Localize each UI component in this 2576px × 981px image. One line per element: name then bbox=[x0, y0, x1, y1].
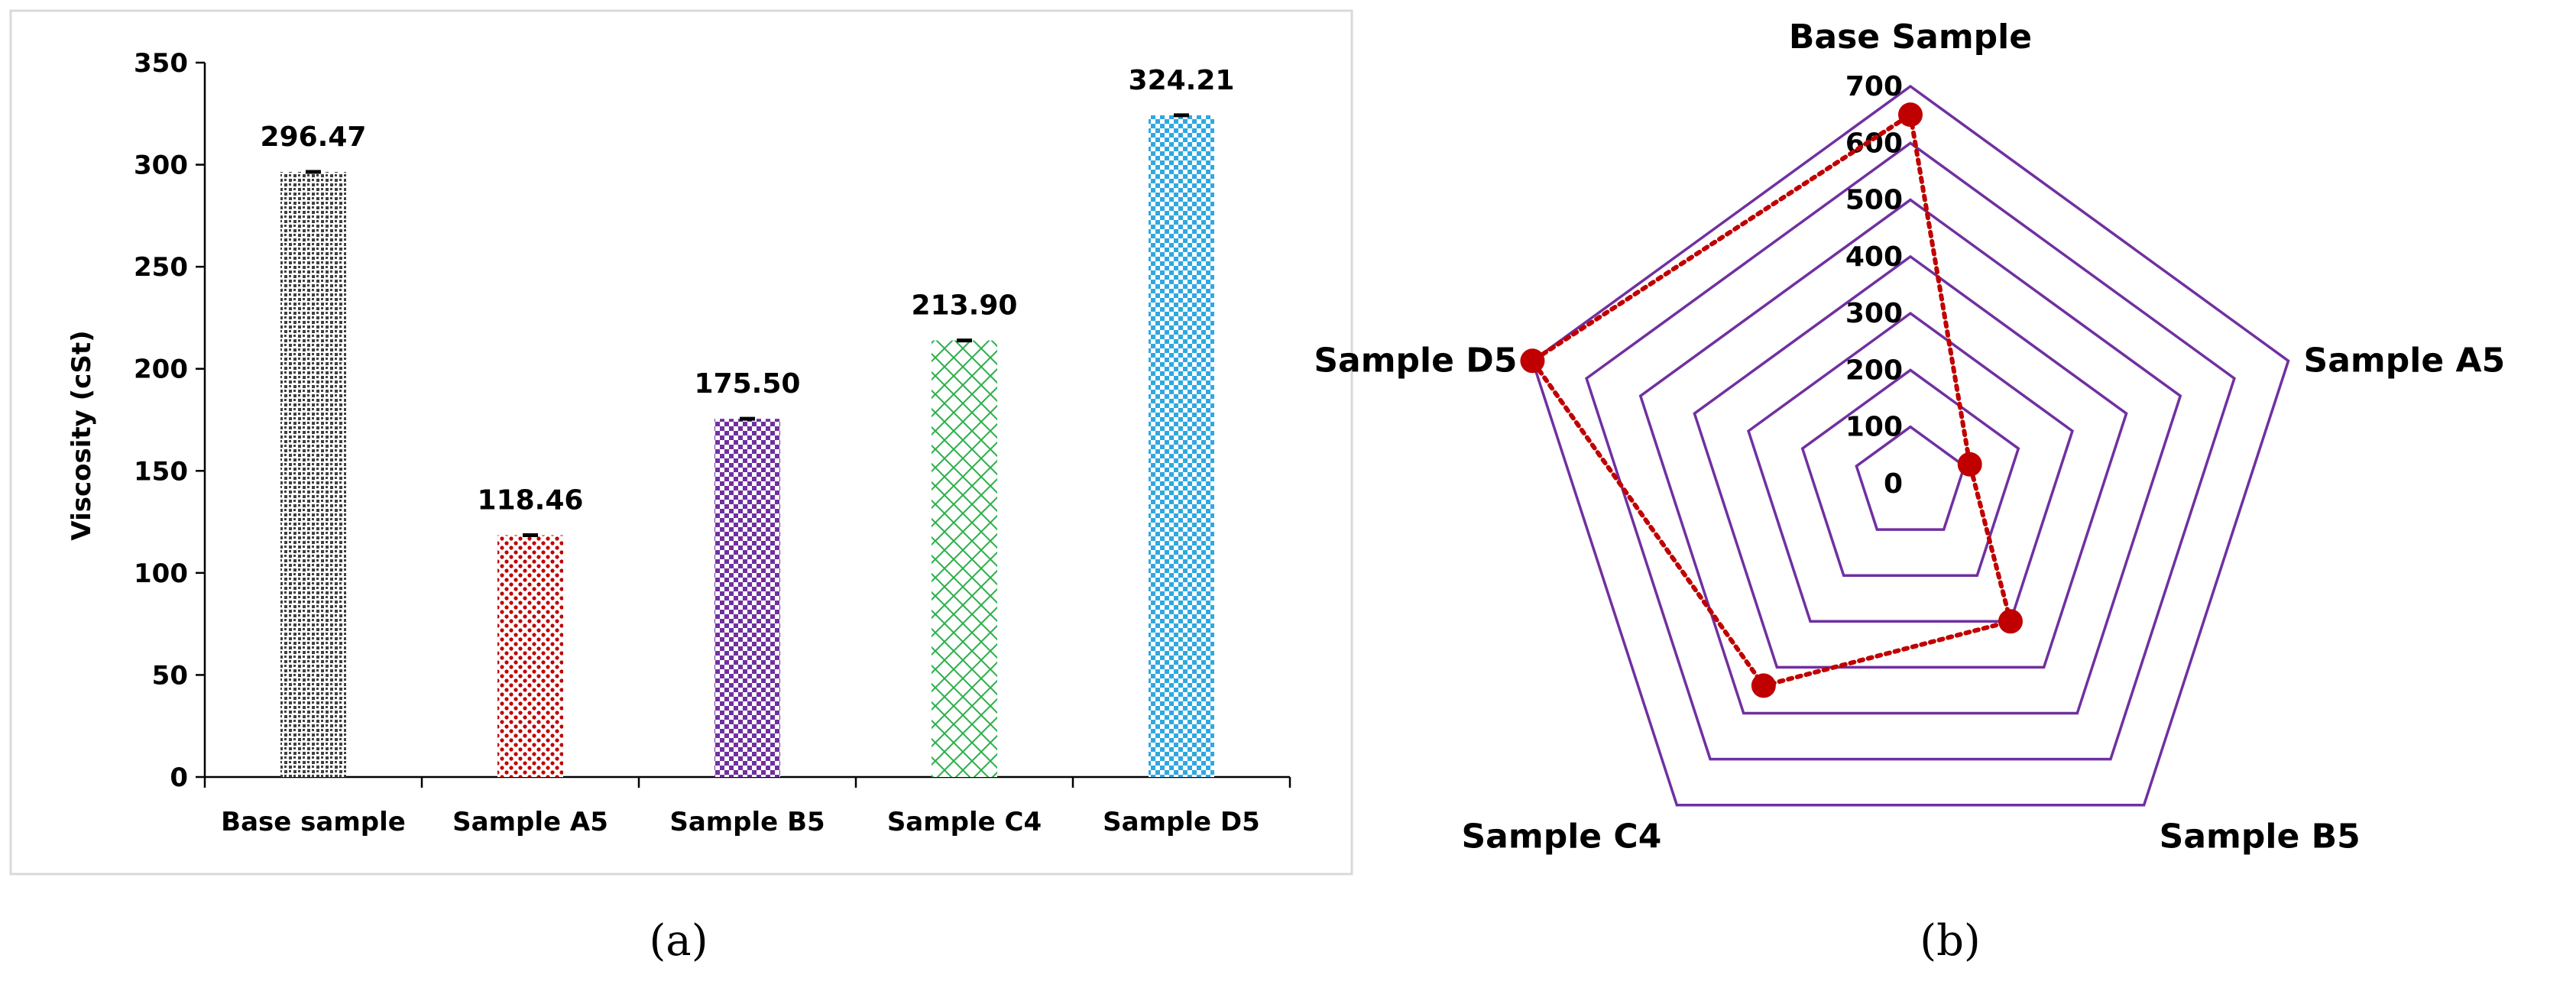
x-tick-label: Sample D5 bbox=[1103, 807, 1260, 837]
panel-label-a: (a) bbox=[649, 916, 708, 966]
grid-ring bbox=[1746, 311, 2075, 623]
radar-chart-panel: 0 100 200 300 400 500 600 700 Base Sample Sample… bbox=[1314, 18, 2505, 966]
data-point-sample-d5 bbox=[1520, 348, 1545, 374]
y-tick-label: 350 bbox=[134, 48, 188, 79]
radial-tick-labels: 0 100 200 300 400 500 600 700 bbox=[1845, 71, 1903, 500]
category-label: Base Sample bbox=[1789, 18, 2032, 57]
bar-base-sample bbox=[280, 172, 346, 777]
x-tick-label: Sample B5 bbox=[669, 807, 825, 837]
bar-sample-a5 bbox=[497, 535, 563, 777]
bar-sample-d5 bbox=[1149, 115, 1214, 778]
radial-tick-label: 500 bbox=[1845, 185, 1903, 216]
category-label: Sample A5 bbox=[2304, 341, 2506, 380]
y-tick-label: 100 bbox=[134, 558, 188, 589]
y-tick-label: 150 bbox=[134, 456, 188, 487]
category-label: Sample D5 bbox=[1314, 341, 1517, 380]
grid-ring bbox=[1693, 254, 2128, 669]
bars: 296.47 118.46 175.50 213.90 324.21 bbox=[261, 65, 1235, 778]
data-label: 118.46 bbox=[478, 485, 584, 516]
radial-tick-label: 100 bbox=[1845, 412, 1903, 443]
bar-sample-c4 bbox=[932, 340, 997, 777]
category-labels: Base Sample Sample A5 Sample B5 Sample C4 Sa… bbox=[1314, 18, 2505, 856]
y-tick-label: 250 bbox=[134, 252, 188, 283]
radial-tick-label: 600 bbox=[1845, 128, 1903, 159]
data-point-sample-c4 bbox=[1751, 673, 1776, 698]
data-point-sample-a5 bbox=[1957, 452, 1982, 477]
grid-ring bbox=[1585, 141, 2236, 761]
y-tick-label: 200 bbox=[134, 355, 188, 385]
bar-chart-panel: 0 50 100 150 200 250 300 350 Base sample Sample … bbox=[9, 9, 1353, 966]
category-label: Sample B5 bbox=[2160, 817, 2361, 856]
radial-tick-label: 200 bbox=[1845, 355, 1903, 386]
x-tick-label: Sample A5 bbox=[452, 807, 608, 837]
grid-ring bbox=[1800, 368, 2020, 577]
grid-ring bbox=[1855, 425, 1966, 531]
radial-tick-label: 700 bbox=[1845, 71, 1903, 102]
y-tick-label: 0 bbox=[170, 762, 188, 793]
data-label: 324.21 bbox=[1129, 65, 1235, 96]
data-label: 296.47 bbox=[261, 121, 367, 153]
radar-series bbox=[1520, 102, 2023, 698]
x-tick-label: Base sample bbox=[221, 807, 406, 837]
bar-chart-frame bbox=[9, 9, 1353, 876]
series-line bbox=[1529, 111, 2014, 688]
radial-tick-label: 0 bbox=[1884, 468, 1903, 500]
category-label: Sample C4 bbox=[1461, 817, 1661, 856]
y-axis-label: Viscosity (cSt) bbox=[66, 330, 97, 540]
radial-tick-label: 400 bbox=[1845, 241, 1903, 273]
bar-sample-b5 bbox=[714, 419, 780, 777]
radial-tick-label: 300 bbox=[1845, 298, 1903, 329]
data-label: 175.50 bbox=[695, 368, 801, 400]
y-tick-label: 300 bbox=[134, 151, 188, 181]
data-point-base-sample bbox=[1898, 102, 1923, 128]
grid-ring bbox=[1531, 84, 2290, 807]
y-tick-label: 50 bbox=[152, 660, 188, 691]
panel-label-b: (b) bbox=[1920, 916, 1981, 966]
x-tick-label: Sample C4 bbox=[887, 807, 1042, 837]
grid-ring bbox=[1638, 198, 2182, 715]
radar-grid bbox=[1531, 84, 2290, 807]
y-axis: 0 50 100 150 200 250 300 350 bbox=[134, 48, 206, 793]
data-point-sample-b5 bbox=[1998, 609, 2023, 634]
data-label: 213.90 bbox=[912, 290, 1018, 322]
